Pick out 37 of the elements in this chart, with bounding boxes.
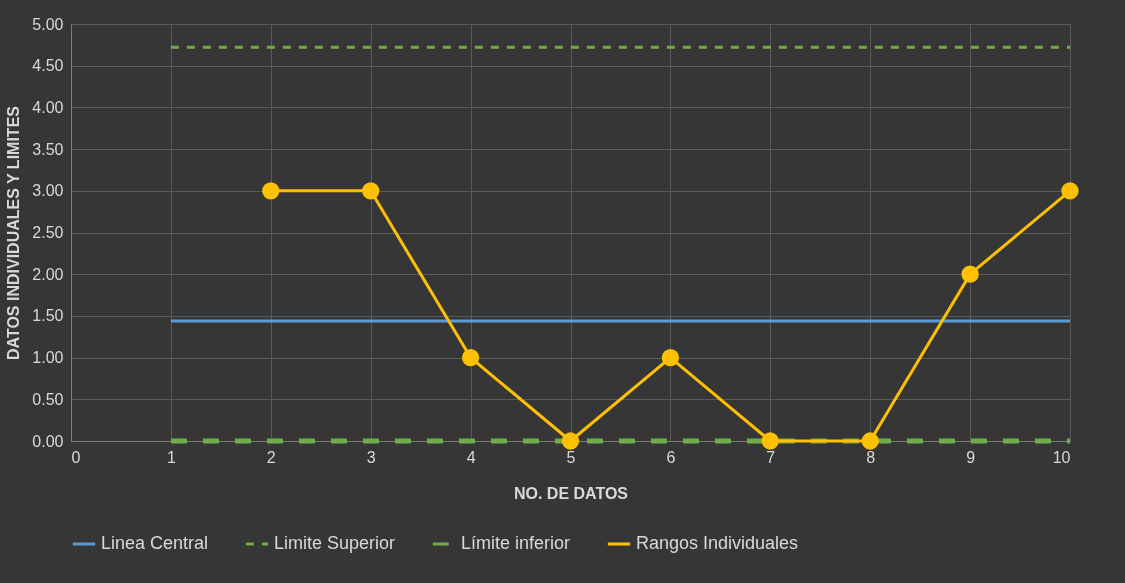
y-tick-label: 5.00 xyxy=(32,15,64,33)
x-axis-title: NO. DE DATOS xyxy=(513,484,629,502)
x-tick-label: 7 xyxy=(766,448,776,466)
legend-label: Límite inferior xyxy=(461,533,571,553)
x-tick-label: 4 xyxy=(466,448,476,466)
y-tick-label: 2.00 xyxy=(32,265,64,283)
point xyxy=(761,432,779,450)
x-tick-label: 6 xyxy=(666,448,676,466)
y-tick-label: 2.50 xyxy=(32,224,64,241)
x-tick-label: 5 xyxy=(566,448,576,466)
y-tick-label: 1.00 xyxy=(32,349,64,367)
x-tick-label: 9 xyxy=(966,448,976,466)
y-tick-label: 4.50 xyxy=(32,57,64,75)
x-tick-label: 1 xyxy=(166,448,176,466)
y-tick-label: 3.00 xyxy=(32,182,64,200)
x-tick-label: 0 xyxy=(71,448,81,466)
point xyxy=(262,182,280,200)
point xyxy=(561,432,580,450)
x-tick-label: 2 xyxy=(266,448,276,466)
point xyxy=(661,348,680,367)
y-tick-label: 0.00 xyxy=(32,432,64,450)
point xyxy=(461,348,480,367)
y-tick-label: 3.50 xyxy=(32,140,64,158)
legend-label: Linea Central xyxy=(101,533,209,553)
y-tick-label: 1.50 xyxy=(32,307,64,325)
y-tick-label: 4.00 xyxy=(32,98,64,116)
point xyxy=(861,432,879,450)
x-tick-label: 3 xyxy=(366,448,376,466)
point xyxy=(961,265,979,283)
point xyxy=(1061,182,1079,200)
y-axis-title: DATOS INDIVIDUALES Y LIMITES xyxy=(5,105,23,360)
x-tick-label: 8 xyxy=(866,448,876,466)
x-tick-label: 10 xyxy=(1052,448,1071,466)
legend-label: Rangos Individuales xyxy=(636,533,799,553)
point xyxy=(362,182,380,200)
legend-label: Limite Superior xyxy=(274,533,396,553)
y-tick-label: 0.50 xyxy=(32,390,64,408)
